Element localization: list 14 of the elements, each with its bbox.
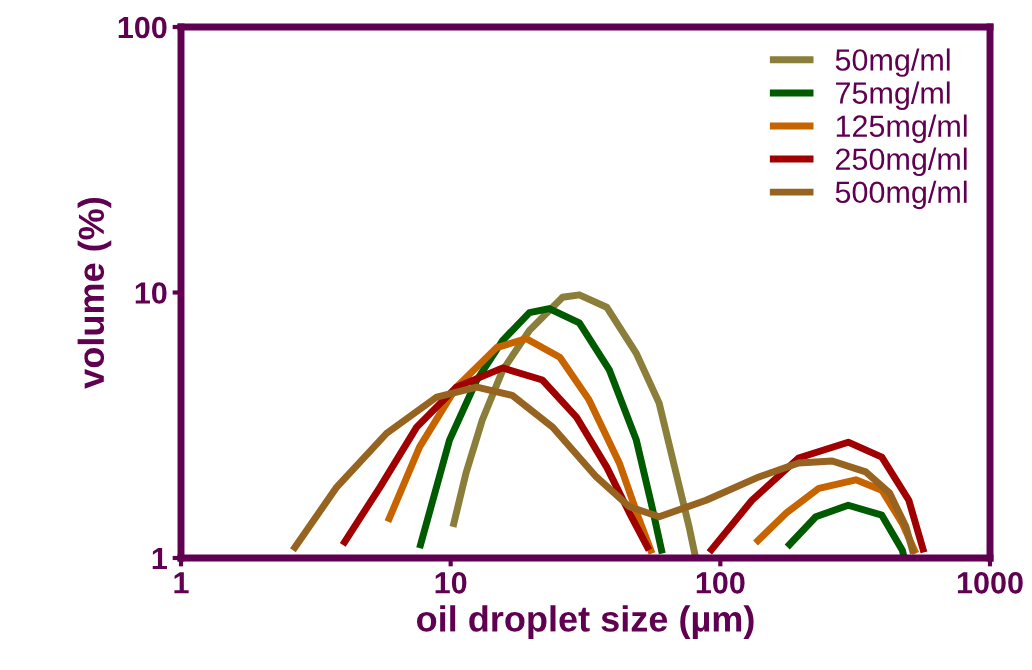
y-tick-label: 1 — [152, 548, 167, 570]
x-tick-label: 10 — [435, 572, 467, 594]
x-tick-label: 1 — [174, 572, 189, 594]
legend-label: 125mg/ml — [836, 114, 967, 144]
y-tick-label: 100 — [118, 16, 167, 39]
legend-label: 250mg/ml — [836, 147, 967, 177]
legend-label: 50mg/ml — [835, 48, 950, 77]
x-axis-title: oil droplet size (µm) — [417, 605, 754, 639]
y-axis-title: volume (%) — [77, 197, 112, 389]
legend-label: 500mg/ml — [835, 180, 967, 210]
legend-label: 75mg/ml — [836, 81, 950, 110]
x-tick-label: 100 — [696, 572, 745, 594]
y-tick-label: 10 — [135, 282, 167, 304]
x-tick-label: 1000 — [957, 572, 1023, 594]
